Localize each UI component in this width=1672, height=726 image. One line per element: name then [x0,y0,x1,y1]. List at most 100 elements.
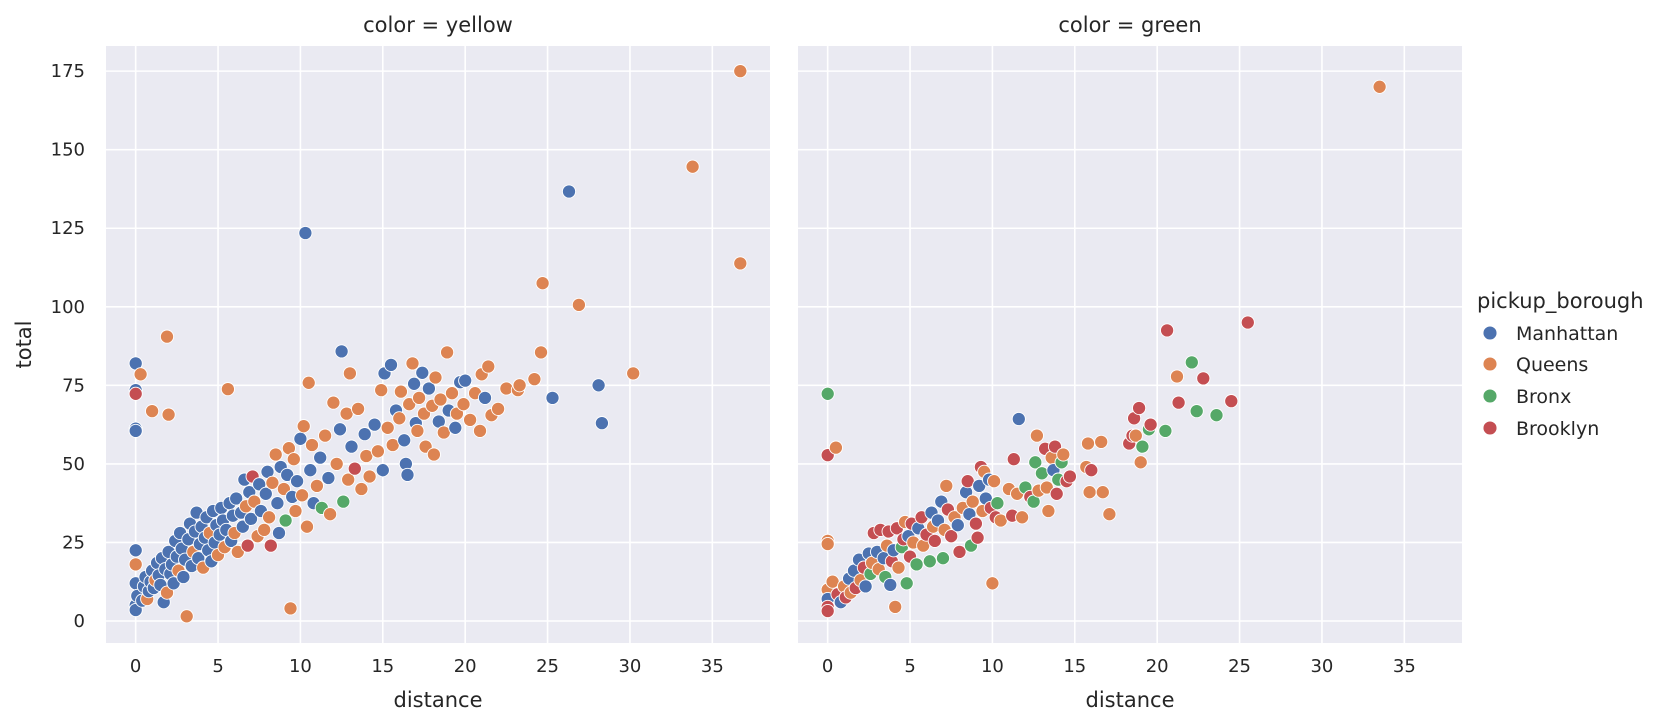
panel-2: 0 5 10 15 20 25 30 35 distance color = green [798,13,1462,712]
scatter-point-manhattan [477,390,493,405]
scatter-point-queens [354,481,369,497]
scatter-point-manhattan [357,427,372,442]
scatter-point-manhattan [383,357,399,372]
x-tick-label: 35 [1393,656,1416,677]
scatter-point-queens [257,522,272,537]
scatter-point-queens [1029,428,1044,443]
scatter-point-manhattan [243,511,259,526]
scatter-point-queens [472,423,488,438]
y-axis-label: total [12,320,36,368]
scatter-point-manhattan [950,518,965,533]
scatter-point-manhattan [415,365,430,380]
scatter-point-queens [828,440,843,455]
legend-label-bronx: Bronx [1516,386,1571,408]
y-tick-label: 0 [74,611,85,632]
scatter-point-queens [1133,455,1148,470]
scatter-point-queens [220,382,235,397]
scatter-point-queens [301,375,316,390]
scatter-point-brooklyn [1084,463,1099,478]
scatter-point-manhattan [290,474,305,489]
scatter-point-manhattan [293,431,308,446]
y-tick-label: 25 [62,532,85,553]
scatter-point-brooklyn [820,603,835,619]
scatter-point-queens [1169,369,1185,384]
scatter-point-brooklyn [1062,469,1077,484]
scatter-point-queens [1039,480,1054,495]
scatter-point-queens [288,503,303,519]
scatter-point-brooklyn [952,544,967,559]
scatter-point-queens [535,276,550,291]
scatter-point-bronx [1135,439,1150,454]
scatter-point-queens [286,452,301,467]
scatter-point-queens [268,447,283,462]
scatter-point-queens [283,601,298,616]
x-tick-label: 25 [1228,656,1251,677]
scatter-point-manhattan [545,390,560,405]
scatter-point-brooklyn [1132,400,1147,416]
scatter-point-queens [309,478,324,493]
scatter-point-queens [533,345,549,360]
scatter-point-queens [299,519,315,534]
scatter-point-queens [402,397,417,412]
x-tick-label: 20 [454,656,477,677]
scatter-point-queens [512,378,527,393]
scatter-point-queens [1095,485,1110,500]
scatter-point-manhattan [332,422,348,437]
scatter-point-bronx [1184,355,1199,370]
scatter-point-bronx [1158,423,1173,438]
scatter-point-manhattan [1011,411,1026,427]
scatter-point-queens [444,386,460,401]
scatter-point-queens [426,447,441,462]
scatter-point-queens [179,609,194,624]
scatter-point-queens [456,397,471,412]
panel-1: 0 5 10 15 20 25 30 35 0 25 50 75 100 125 150 175 total di… [12,13,770,712]
legend-label-queens: Queens [1516,354,1588,376]
scatter-point-manhattan [594,416,609,431]
y-tick-label: 125 [51,218,85,239]
scatter-point-manhattan [448,420,463,435]
legend-marker-brooklyn [1482,420,1498,436]
scatter-point-brooklyn [263,538,278,553]
scatter-point-queens [392,411,407,426]
scatter-point-queens [145,404,160,419]
scatter-point-queens [965,494,980,509]
legend-label-brooklyn: Brooklyn [1516,418,1599,440]
x-tick-label: 10 [981,656,1004,677]
scatter-point-manhattan [367,417,382,432]
scatter-point-queens [230,544,245,559]
scatter-point-manhattan [458,373,473,388]
scatter-point-bronx [278,513,293,528]
scatter-point-queens [380,420,395,435]
x-tick-label: 20 [1146,656,1169,677]
scatter-point-brooklyn [1224,394,1239,409]
scatter-point-queens [820,536,835,552]
scatter-point-bronx [1028,455,1043,470]
scatter-point-brooklyn [927,533,942,548]
scatter-point-queens [571,297,586,312]
scatter-point-brooklyn [1049,486,1064,501]
scatter-point-queens [1082,485,1097,500]
scatter-point-queens [1056,447,1071,462]
legend-item-manhattan: Manhattan [1482,323,1618,345]
legend-marker-bronx [1482,388,1498,404]
scatter-point-manhattan [883,577,898,592]
scatter-point-manhattan [229,491,244,506]
x-tick-label: 15 [371,656,394,677]
scatter-point-brooklyn [1196,371,1211,386]
scatter-point-queens [159,329,175,344]
legend-item-brooklyn: Brooklyn [1482,418,1599,440]
scatter-point-bronx [990,496,1005,511]
scatter-point-queens [1015,510,1030,525]
scatter-point-manhattan [128,423,143,438]
legend-marker-queens [1482,356,1498,372]
scatter-point-queens [463,412,478,427]
y-tick-label: 150 [51,140,85,161]
scatter-point-queens [499,381,514,396]
scatter-point-queens [1128,428,1143,443]
scatter-point-bronx [935,551,951,566]
x-tick-label: 35 [701,656,724,677]
scatter-point-manhattan [334,344,349,359]
scatter-point-queens [1094,434,1109,449]
scatter-point-queens [342,366,357,381]
x-tick-label: 10 [289,656,312,677]
